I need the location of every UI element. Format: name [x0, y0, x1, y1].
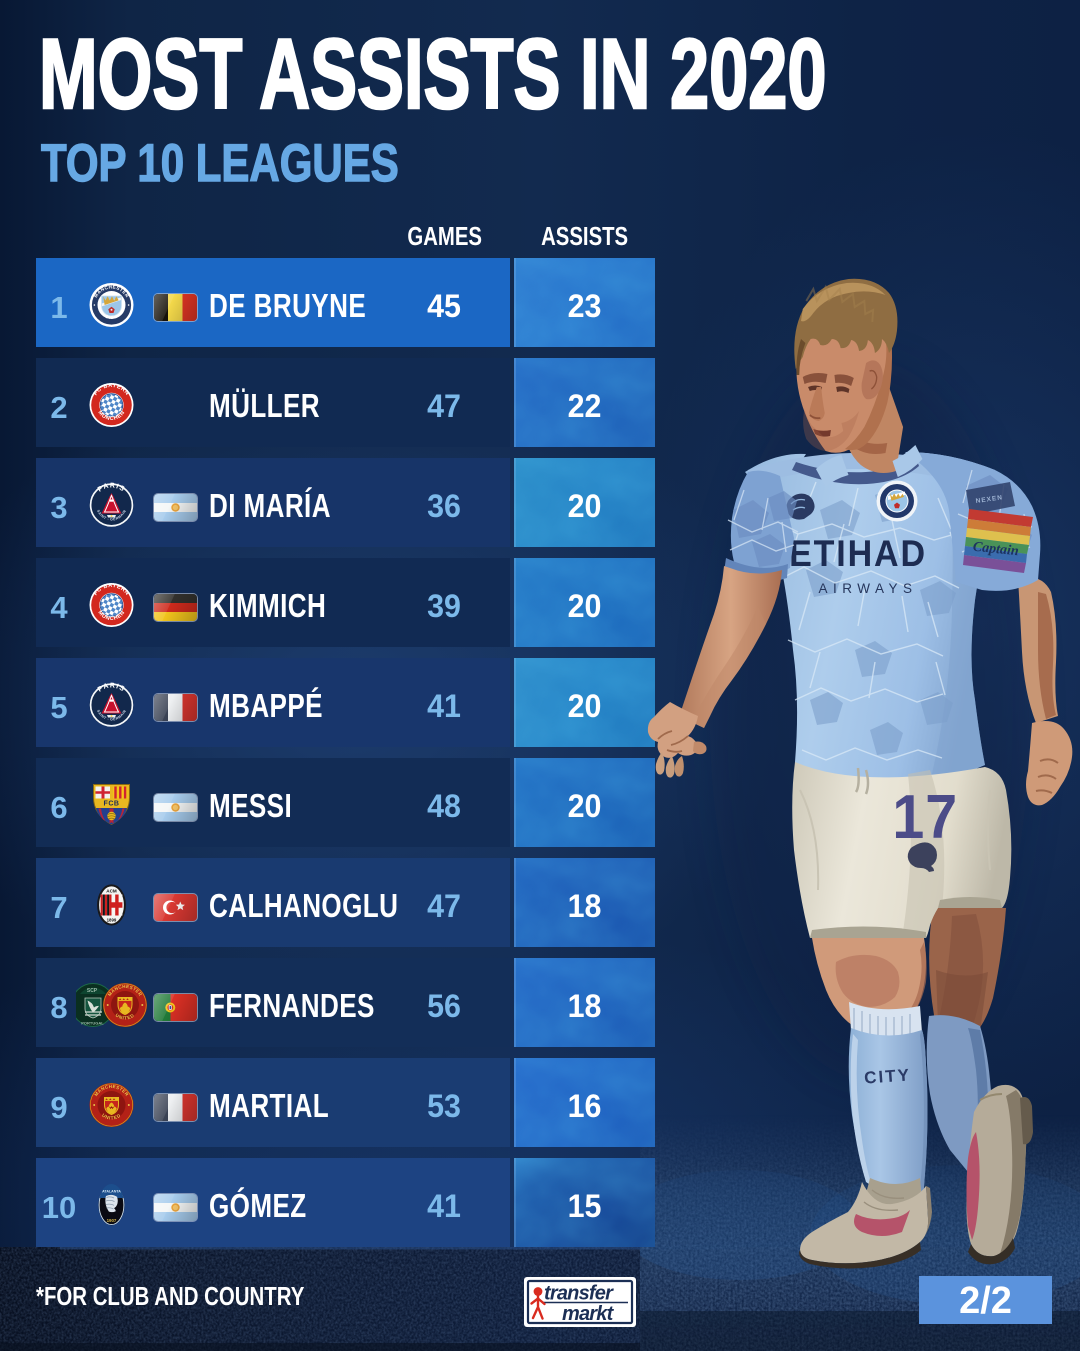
- svg-text:UNITED: UNITED: [115, 1013, 136, 1021]
- svg-text:UNITED: UNITED: [101, 1113, 122, 1121]
- svg-text:NEXEN: NEXEN: [975, 494, 1003, 505]
- svg-text:PARIS: PARIS: [97, 682, 126, 693]
- svg-text:PARIS: PARIS: [97, 482, 126, 493]
- svg-text:17: 17: [892, 782, 958, 852]
- svg-text:Captain: Captain: [972, 540, 1019, 560]
- svg-text:CITY: CITY: [104, 314, 118, 320]
- svg-text:PORTUGAL: PORTUGAL: [81, 1021, 104, 1026]
- svg-text:transfer: transfer: [544, 1283, 614, 1305]
- svg-text:1907: 1907: [107, 1218, 117, 1223]
- svg-text:SCP: SCP: [87, 988, 98, 994]
- svg-text:ETIHAD: ETIHAD: [789, 533, 927, 575]
- svg-text:ACM: ACM: [106, 889, 117, 894]
- svg-text:AIRWAYS: AIRWAYS: [818, 581, 917, 596]
- svg-text:ATALANTA: ATALANTA: [102, 1190, 121, 1194]
- svg-text:markt: markt: [562, 1303, 615, 1325]
- svg-text:1899: 1899: [107, 918, 117, 923]
- svg-text:CITY: CITY: [864, 1065, 912, 1087]
- svg-text:FCB: FCB: [104, 801, 120, 808]
